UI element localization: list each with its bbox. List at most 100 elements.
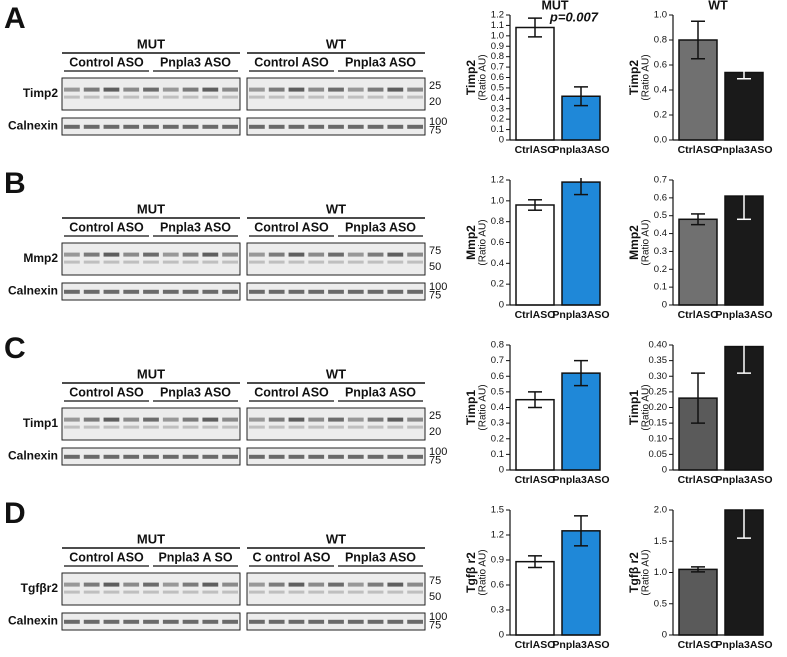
band xyxy=(328,590,344,594)
band xyxy=(143,260,159,264)
band xyxy=(407,87,423,92)
y-tick-label: 0.6 xyxy=(491,72,504,83)
y-axis-label: Timp1 xyxy=(464,390,478,425)
band xyxy=(182,260,199,264)
x-tick-label: CtrlASO xyxy=(515,309,556,321)
annotation: p=0.007 xyxy=(549,9,599,24)
band xyxy=(64,425,80,429)
bar-chart: WT 0.0 0.2 0.4 0.6 0.8 1.0 Timp2 (Ratio AU) CtrlA… xyxy=(627,0,772,156)
y-axis-label: Tgfβ r2 xyxy=(464,552,478,593)
band xyxy=(387,582,404,587)
error-bar xyxy=(691,20,705,60)
y-tick-label: 0.1 xyxy=(491,124,504,135)
y-tick-label: 0.05 xyxy=(649,449,668,460)
y-tick-label: 1.5 xyxy=(491,505,504,516)
band xyxy=(328,289,344,294)
band xyxy=(222,124,238,129)
band xyxy=(162,425,179,429)
y-tick-label: 0.8 xyxy=(654,35,667,46)
x-tick-label: Pnpla3ASO xyxy=(552,144,609,156)
subgroup-label: Pnpla3 ASO xyxy=(160,220,231,234)
group-title: MUT xyxy=(137,531,165,546)
band xyxy=(249,417,265,422)
band xyxy=(268,124,285,129)
band xyxy=(162,289,179,294)
band xyxy=(103,87,120,92)
band xyxy=(407,454,423,459)
row-label: Timp1 xyxy=(23,416,58,430)
y-tick-label: 0.2 xyxy=(654,110,667,121)
band xyxy=(328,619,344,624)
chart-title: WT xyxy=(708,0,728,12)
band xyxy=(347,289,364,294)
band xyxy=(328,582,344,587)
band xyxy=(123,582,140,587)
band xyxy=(123,454,140,459)
mw-marker: 75 xyxy=(429,455,441,467)
y-tick-label: 0.6 xyxy=(654,192,667,203)
band xyxy=(222,590,238,594)
bar xyxy=(515,560,555,636)
group-title: MUT xyxy=(137,201,165,216)
y-tick-label: 0.2 xyxy=(654,264,667,275)
band xyxy=(367,582,384,587)
band xyxy=(64,417,80,422)
band xyxy=(387,289,404,294)
band xyxy=(308,582,325,587)
band xyxy=(143,252,159,257)
band xyxy=(182,252,199,257)
band xyxy=(123,260,140,264)
y-tick-label: 1.0 xyxy=(654,10,667,21)
band xyxy=(162,252,179,257)
bar xyxy=(561,372,601,471)
band xyxy=(268,252,285,257)
band xyxy=(367,95,384,99)
bar xyxy=(678,568,718,636)
band xyxy=(143,425,159,429)
x-tick-label: CtrlASO xyxy=(678,309,719,321)
x-tick-label: CtrlASO xyxy=(678,474,719,486)
bar-chart: 0 0.2 0.4 0.6 0.8 1.0 1.2 Mmp2 (Ratio AU) CtrlASO… xyxy=(464,175,609,321)
band xyxy=(182,87,199,92)
band xyxy=(83,124,100,129)
band xyxy=(162,619,179,624)
y-tick-label: 0.4 xyxy=(654,228,667,239)
y-tick-label: 0 xyxy=(662,300,667,311)
subgroup-label: Control ASO xyxy=(69,220,144,234)
band xyxy=(367,417,384,422)
mw-marker: 75 xyxy=(429,290,441,302)
bar-chart: 0 0.3 0.6 0.9 1.2 1.5 Tgfβ r2 (Ratio AU) CtrlASO… xyxy=(464,505,609,651)
band xyxy=(162,582,179,587)
band xyxy=(83,590,100,594)
band xyxy=(143,87,159,92)
bar xyxy=(678,397,718,471)
y-tick-label: 0.7 xyxy=(491,355,504,366)
band xyxy=(64,454,80,459)
mw-marker: 100 xyxy=(429,446,447,458)
bar xyxy=(515,26,555,141)
band xyxy=(308,95,325,99)
band xyxy=(103,289,120,294)
error-bar xyxy=(528,391,542,409)
y-tick-label: 0.8 xyxy=(491,340,504,351)
y-tick-label: 1.0 xyxy=(491,30,504,41)
band xyxy=(367,124,384,129)
band xyxy=(407,590,423,594)
subgroup-label: Pnpla3 ASO xyxy=(345,385,416,399)
band xyxy=(143,454,159,459)
band xyxy=(83,582,100,587)
y-tick-label: 0.5 xyxy=(491,82,504,93)
band xyxy=(83,454,100,459)
y-tick-label: 0.5 xyxy=(491,386,504,397)
band xyxy=(202,590,219,594)
y-tick-label: 0.7 xyxy=(491,62,504,73)
y-axis-label: Timp2 xyxy=(464,60,478,95)
mw-marker: 75 xyxy=(429,245,441,257)
band xyxy=(182,425,199,429)
band xyxy=(222,260,238,264)
y-tick-label: 0.3 xyxy=(654,246,667,257)
band xyxy=(123,425,140,429)
band xyxy=(288,289,305,294)
group-title: WT xyxy=(326,201,346,216)
